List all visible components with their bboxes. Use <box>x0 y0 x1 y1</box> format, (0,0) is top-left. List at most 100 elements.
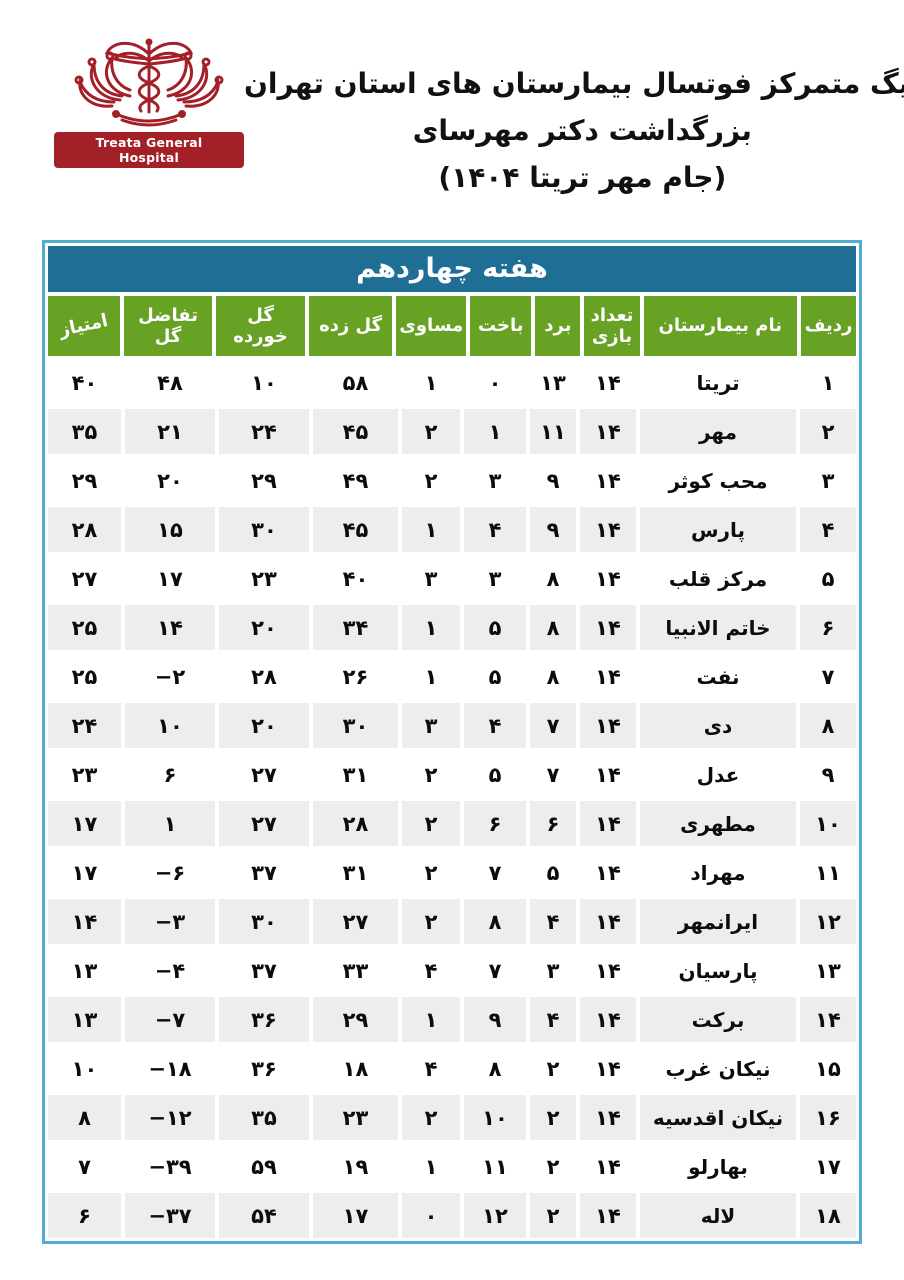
team-name-cell: نیکان اقدسیه <box>640 1095 796 1140</box>
stat-games-played-cell: ۱۴ <box>580 556 636 601</box>
table-row: ۷ نفت ۱۴ ۸ ۵ ۱ ۲۶ ۲۸ −۲ ۲۵ <box>48 654 856 699</box>
stat-games-played-cell: ۱۴ <box>580 1193 636 1238</box>
column-header-row: ردیف نام بیمارستان تعداد بازی برد باخت مساوی گ… <box>48 296 856 356</box>
stat-goals-against-cell: ۳۰ <box>219 507 309 552</box>
stat-rank-cell: ۵ <box>800 556 856 601</box>
table-row: ۹ عدل ۱۴ ۷ ۵ ۲ ۳۱ ۲۷ ۶ ۲۳ <box>48 752 856 797</box>
stat-games-played-cell: ۱۴ <box>580 507 636 552</box>
team-name-cell: نفت <box>640 654 796 699</box>
stat-points-cell: ۲۵ <box>48 605 121 650</box>
team-name-cell: عدل <box>640 752 796 797</box>
stat-draws-cell: ۱ <box>402 360 460 405</box>
table-row: ۱ تریتا ۱۴ ۱۳ ۰ ۱ ۵۸ ۱۰ ۴۸ ۴۰ <box>48 360 856 405</box>
column-header-rank: ردیف <box>800 296 856 356</box>
stat-goals-against-cell: ۵۴ <box>219 1193 309 1238</box>
stat-goals-for-cell: ۲۷ <box>313 899 398 944</box>
stat-losses-cell: ۸ <box>464 1046 526 1091</box>
column-header-wins: برد <box>535 296 581 356</box>
stat-goals-for-cell: ۴۰ <box>313 556 398 601</box>
table-row: ۱۳ پارسیان ۱۴ ۳ ۷ ۴ ۳۳ ۳۷ −۴ ۱۳ <box>48 948 856 993</box>
title-line-1: لیگ متمرکز فوتسال بیمارستان های استان ته… <box>244 67 904 100</box>
stat-losses-cell: ۶ <box>464 801 526 846</box>
stat-goal-difference-cell: −۳۷ <box>125 1193 215 1238</box>
stat-wins-cell: ۲ <box>530 1095 576 1140</box>
stat-goal-difference-cell: −۴ <box>125 948 215 993</box>
stat-rank-cell: ۱۴ <box>800 997 856 1042</box>
table-row: ۱۱ مهراد ۱۴ ۵ ۷ ۲ ۳۱ ۳۷ −۶ ۱۷ <box>48 850 856 895</box>
stat-losses-cell: ۱۰ <box>464 1095 526 1140</box>
stat-points-cell: ۲۷ <box>48 556 121 601</box>
table-row: ۴ پارس ۱۴ ۹ ۴ ۱ ۴۵ ۳۰ ۱۵ ۲۸ <box>48 507 856 552</box>
title-line-2: بزرگداشت دکتر مهرسای <box>412 114 752 147</box>
stat-games-played-cell: ۱۴ <box>580 997 636 1042</box>
stat-wins-cell: ۲ <box>530 1144 576 1189</box>
stat-games-played-cell: ۱۴ <box>580 948 636 993</box>
stat-losses-cell: ۱۱ <box>464 1144 526 1189</box>
stat-points-cell: ۴۰ <box>48 360 121 405</box>
stat-goals-against-cell: ۲۰ <box>219 605 309 650</box>
stat-goals-against-cell: ۳۰ <box>219 899 309 944</box>
stat-wins-cell: ۲ <box>530 1046 576 1091</box>
stat-rank-cell: ۳ <box>800 458 856 503</box>
stat-goal-difference-cell: ۶ <box>125 752 215 797</box>
stat-goal-difference-cell: −۱۸ <box>125 1046 215 1091</box>
stat-points-cell: ۸ <box>48 1095 121 1140</box>
stat-losses-cell: ۸ <box>464 899 526 944</box>
stat-goals-for-cell: ۴۹ <box>313 458 398 503</box>
table-row: ۱۴ برکت ۱۴ ۴ ۹ ۱ ۲۹ ۳۶ −۷ ۱۳ <box>48 997 856 1042</box>
stat-goal-difference-cell: −۲ <box>125 654 215 699</box>
stat-wins-cell: ۸ <box>530 556 576 601</box>
stat-goals-for-cell: ۱۹ <box>313 1144 398 1189</box>
stat-goal-difference-cell: ۲۰ <box>125 458 215 503</box>
table-row: ۱۸ لاله ۱۴ ۲ ۱۲ ۰ ۱۷ ۵۴ −۳۷ ۶ <box>48 1193 856 1238</box>
stat-draws-cell: ۳ <box>402 703 460 748</box>
stat-wins-cell: ۱۳ <box>530 360 576 405</box>
stat-draws-cell: ۱ <box>402 654 460 699</box>
stat-points-cell: ۲۹ <box>48 458 121 503</box>
stat-games-played-cell: ۱۴ <box>580 801 636 846</box>
stat-goals-against-cell: ۲۷ <box>219 752 309 797</box>
stat-draws-cell: ۲ <box>402 458 460 503</box>
stat-points-cell: ۳۵ <box>48 409 121 454</box>
table-row: ۱۰ مطهری ۱۴ ۶ ۶ ۲ ۲۸ ۲۷ ۱ ۱۷ <box>48 801 856 846</box>
team-name-cell: ایرانمهر <box>640 899 796 944</box>
stat-draws-cell: ۱ <box>402 605 460 650</box>
stat-goals-against-cell: ۲۸ <box>219 654 309 699</box>
column-header-hospital-name: نام بیمارستان <box>643 296 797 356</box>
stat-losses-cell: ۹ <box>464 997 526 1042</box>
stat-draws-cell: ۳ <box>402 556 460 601</box>
column-header-games-played: تعداد بازی <box>584 296 640 356</box>
team-name-cell: محب کوثر <box>640 458 796 503</box>
stat-games-played-cell: ۱۴ <box>580 752 636 797</box>
table-body: ۱ تریتا ۱۴ ۱۳ ۰ ۱ ۵۸ ۱۰ ۴۸ ۴۰ ۲ مهر ۱۴ ۱۱ ۱ ۲ ۴۵ ۲۴ ۲۱ ۳۵ ۳ م… <box>48 360 856 1238</box>
stat-rank-cell: ۱۸ <box>800 1193 856 1238</box>
stat-wins-cell: ۵ <box>530 850 576 895</box>
stat-goal-difference-cell: ۱۷ <box>125 556 215 601</box>
stat-rank-cell: ۱۳ <box>800 948 856 993</box>
title-line-3: (جام مهر تریتا ۱۴۰۴) <box>438 161 727 194</box>
stat-goals-against-cell: ۳۷ <box>219 850 309 895</box>
stat-rank-cell: ۱۶ <box>800 1095 856 1140</box>
stat-goals-for-cell: ۲۸ <box>313 801 398 846</box>
stat-goal-difference-cell: ۱ <box>125 801 215 846</box>
week-title-banner: هفته چهاردهم <box>48 246 856 292</box>
column-header-goals-for: گل زده <box>308 296 393 356</box>
stat-points-cell: ۱۰ <box>48 1046 121 1091</box>
stat-rank-cell: ۱۱ <box>800 850 856 895</box>
stat-goals-for-cell: ۳۳ <box>313 948 398 993</box>
stat-losses-cell: ۳ <box>464 458 526 503</box>
stat-rank-cell: ۷ <box>800 654 856 699</box>
stat-goals-for-cell: ۳۴ <box>313 605 398 650</box>
stat-goals-for-cell: ۳۰ <box>313 703 398 748</box>
team-name-cell: نیکان غرب <box>640 1046 796 1091</box>
stat-wins-cell: ۸ <box>530 654 576 699</box>
stat-goals-for-cell: ۴۵ <box>313 409 398 454</box>
stat-draws-cell: ۰ <box>402 1193 460 1238</box>
table-row: ۶ خاتم الانبیا ۱۴ ۸ ۵ ۱ ۳۴ ۲۰ ۱۴ ۲۵ <box>48 605 856 650</box>
stat-wins-cell: ۶ <box>530 801 576 846</box>
poster-title: لیگ متمرکز فوتسال بیمارستان های استان ته… <box>244 34 904 201</box>
stat-rank-cell: ۲ <box>800 409 856 454</box>
table-row: ۵ مرکز قلب ۱۴ ۸ ۳ ۳ ۴۰ ۲۳ ۱۷ ۲۷ <box>48 556 856 601</box>
stat-games-played-cell: ۱۴ <box>580 899 636 944</box>
